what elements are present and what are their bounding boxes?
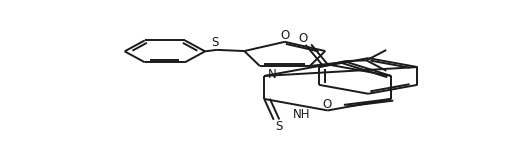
Text: N: N bbox=[268, 68, 277, 81]
Text: NH: NH bbox=[293, 108, 311, 121]
Text: S: S bbox=[211, 36, 218, 49]
Text: O: O bbox=[280, 29, 289, 42]
Text: O: O bbox=[298, 32, 308, 45]
Text: S: S bbox=[276, 120, 283, 133]
Text: O: O bbox=[323, 98, 332, 111]
